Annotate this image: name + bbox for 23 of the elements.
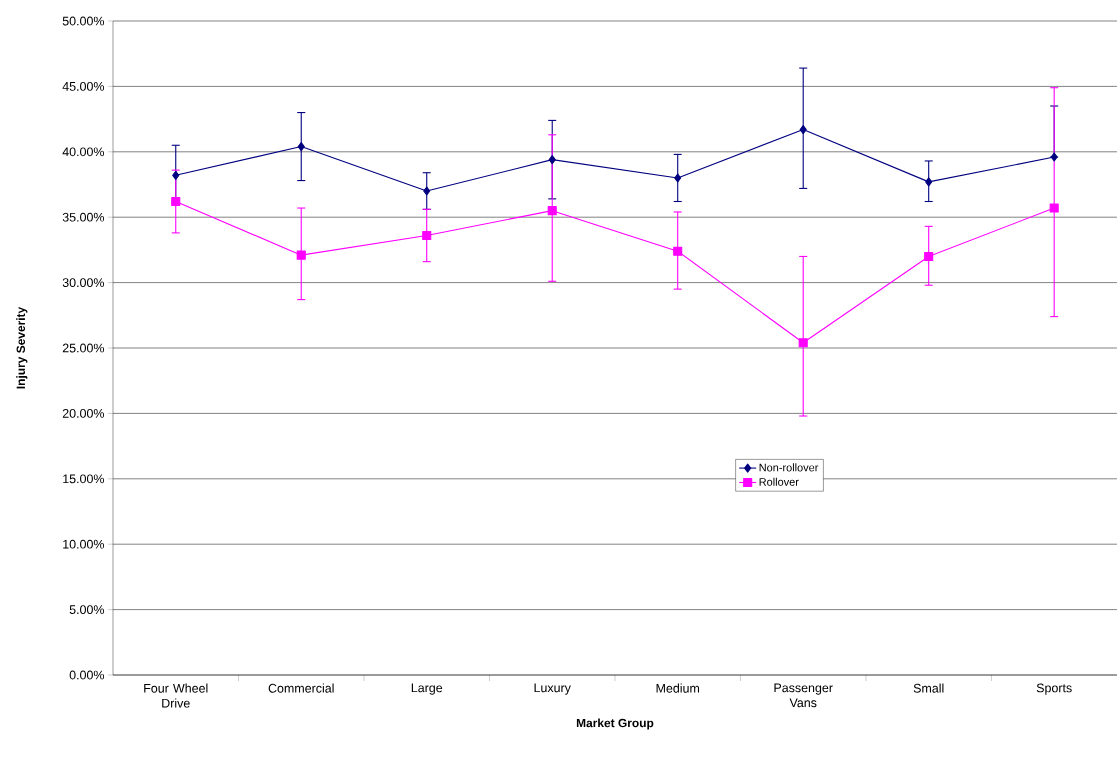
x-tick-label: Large (411, 683, 443, 695)
x-tick-label: Commercial (268, 683, 334, 693)
x-tick-label: Sports (1036, 683, 1072, 695)
y-tick-label: 0.00% (69, 670, 105, 680)
y-tick-label: 50.00% (62, 16, 105, 26)
x-tick-label: Passenger Vans (774, 683, 833, 708)
legend-label: Non-rollover (759, 463, 819, 472)
x-tick-label: Four Wheel Drive (144, 683, 208, 708)
y-tick-label: 40.00% (62, 147, 105, 157)
y-tick-label: 25.00% (62, 343, 105, 353)
y-tick-label: 5.00% (69, 605, 105, 615)
y-tick-label: 35.00% (62, 212, 105, 222)
legend-label: Rollover (759, 477, 799, 486)
y-tick-label: 45.00% (62, 81, 105, 91)
y-tick-label: 30.00% (62, 278, 105, 288)
y-tick-label: 10.00% (63, 539, 105, 549)
x-axis-title: Market Group (576, 718, 654, 730)
x-tick-label: Small (913, 683, 944, 693)
y-tick-label: 20.00% (62, 409, 105, 418)
x-tick-label: Medium (656, 683, 700, 693)
x-tick-label: Luxury (534, 683, 571, 695)
y-axis-title: Injury Severity (16, 306, 28, 389)
y-tick-label: 15.00% (63, 474, 105, 484)
